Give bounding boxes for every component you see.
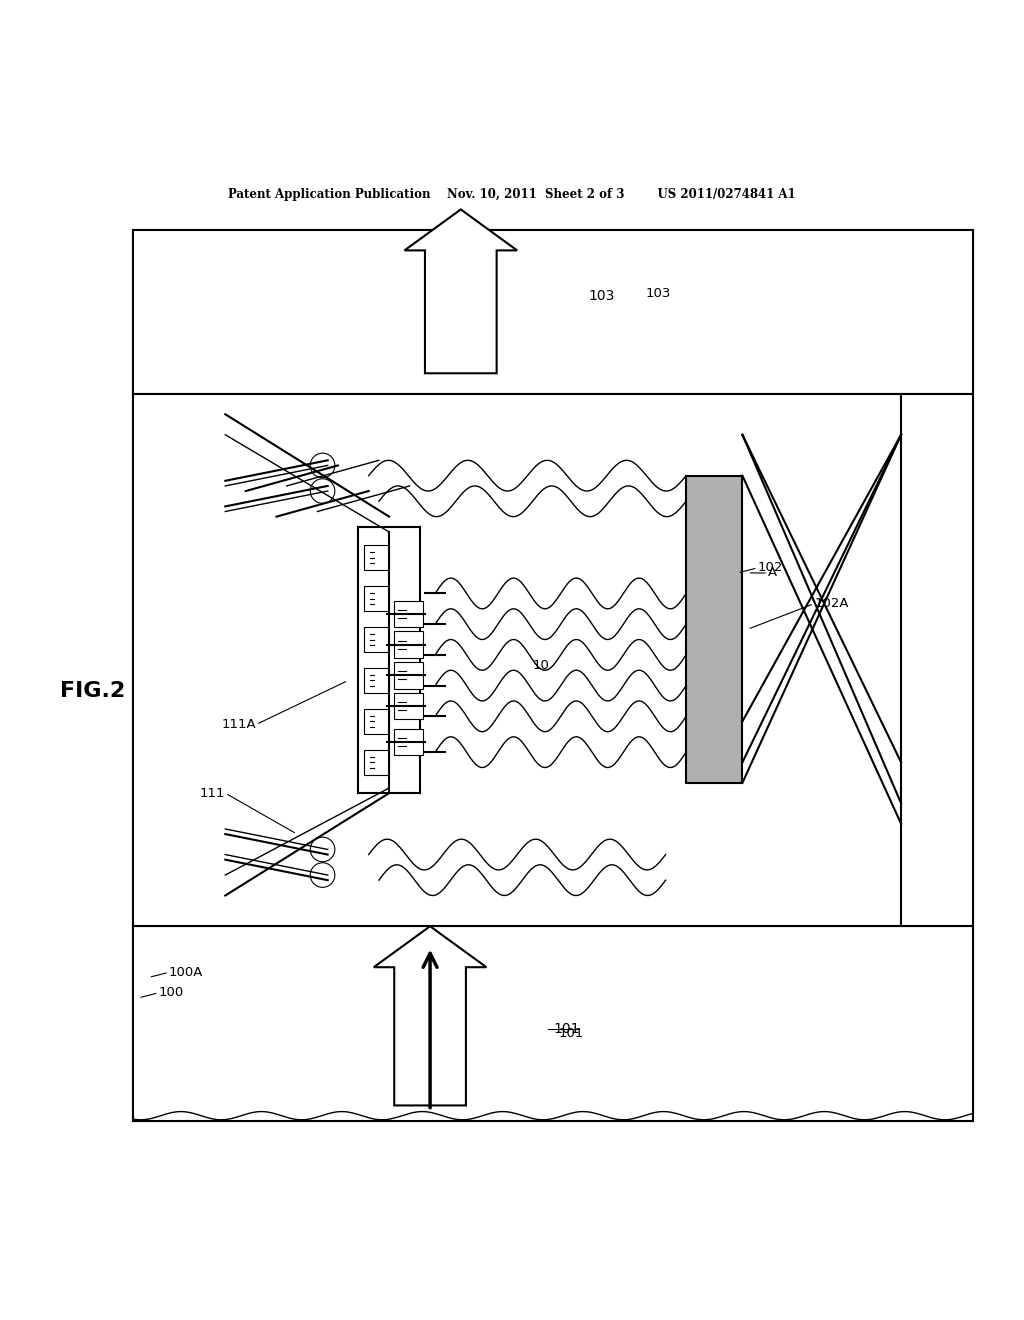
Text: 101: 101 — [553, 1022, 580, 1036]
Bar — [394, 663, 423, 689]
Text: 111: 111 — [200, 787, 225, 800]
Bar — [394, 729, 423, 755]
Circle shape — [310, 837, 335, 862]
Bar — [686, 475, 742, 783]
Bar — [133, 230, 973, 393]
Bar — [364, 709, 389, 734]
Circle shape — [310, 863, 335, 887]
Bar — [364, 586, 389, 611]
Circle shape — [310, 479, 335, 503]
FancyArrow shape — [404, 210, 517, 374]
FancyArrow shape — [374, 927, 486, 1105]
Text: FIG.2: FIG.2 — [59, 681, 125, 701]
Bar — [133, 393, 973, 927]
Circle shape — [310, 453, 335, 478]
Bar — [133, 230, 973, 1121]
Text: 101: 101 — [558, 1027, 584, 1040]
Text: 10: 10 — [532, 659, 549, 672]
Bar — [364, 627, 389, 652]
Bar — [358, 527, 420, 793]
Bar — [364, 750, 389, 775]
Bar — [133, 927, 973, 1121]
Bar — [394, 631, 423, 657]
Bar — [394, 693, 423, 719]
Text: 111A: 111A — [221, 718, 256, 731]
Text: 103: 103 — [645, 286, 671, 300]
Text: 100: 100 — [159, 986, 184, 999]
Text: 102: 102 — [758, 561, 783, 574]
Bar — [364, 668, 389, 693]
Text: A: A — [768, 566, 777, 579]
Text: Patent Application Publication    Nov. 10, 2011  Sheet 2 of 3        US 2011/027: Patent Application Publication Nov. 10, … — [228, 187, 796, 201]
Text: 103: 103 — [589, 289, 615, 304]
Text: 102A: 102A — [814, 597, 849, 610]
Bar — [394, 601, 423, 627]
Text: 100A: 100A — [169, 966, 204, 979]
Bar — [364, 545, 389, 570]
